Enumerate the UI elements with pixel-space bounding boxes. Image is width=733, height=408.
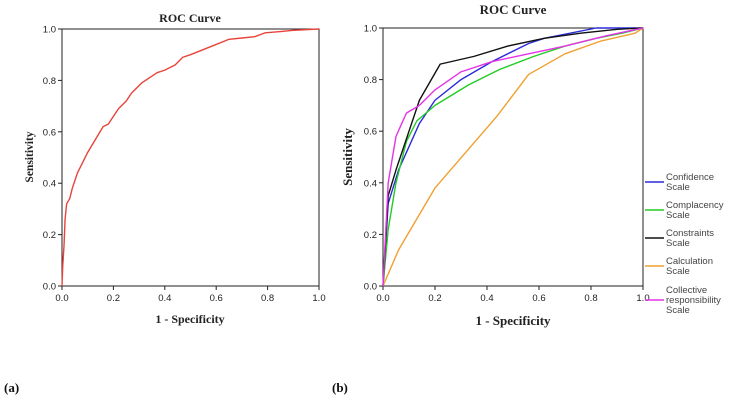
panel-a-plot-frame [61,28,320,287]
panel-a-x-tick-label: 0.4 [158,293,171,304]
panel-a: ROC Curve 0.0 0.2 0.4 0.6 0.8 1.0 0.0 0.2 0.4 0.6… [4,11,326,395]
panel-b-series-layer [382,27,644,287]
panel-b-y-tick-label: 0.0 [364,282,377,293]
panel-b-legend: ConfidenceScaleComplacencyScaleConstrain… [645,172,724,316]
panel-a-y-tick-label: 0.0 [43,282,56,293]
panel-b-title: ROC Curve [480,2,547,17]
legend-label-collective-responsibility-scale: Collective [666,285,707,296]
panel-b-x-axis-label: 1 - Specificity [475,313,551,328]
panel-a-x-axis-label: 1 - Specificity [155,312,224,326]
panel-a-y-tick-label: 0.2 [43,230,56,241]
panel-a-series-roc [61,28,320,287]
panel-b-y-tick-label: 0.4 [364,178,377,189]
panel-a-x-tick-label: 1.0 [312,293,325,304]
panel-b-series-collective-responsibility-scale [382,27,644,287]
panel-a-y-tick-label: 0.4 [43,179,56,190]
panel-a-title: ROC Curve [159,11,221,25]
panel-a-x-tick-label: 0.2 [107,293,120,304]
panel-b-y-tick-label: 1.0 [364,24,377,35]
panel-a-label: (a) [4,380,19,395]
panel-b-x-tick-label: 0.4 [480,293,493,304]
panel-b-x-tick-label: 0.8 [584,293,597,304]
panel-b-y-tick-label: 0.6 [364,127,377,138]
panel-a-series-layer [61,28,320,287]
panel-b-y-tick-label: 0.8 [364,75,377,86]
panel-a-x-tick-label: 0.8 [261,293,274,304]
legend-label-collective-responsibility-scale: responsibility [666,295,721,306]
panel-b-ticks: 0.0 0.2 0.4 0.6 0.8 1.0 0.0 0.2 0.4 0.6 0.8 1.0 [364,24,650,305]
legend-label-complacency-scale: Scale [666,210,690,221]
legend-label-collective-responsibility-scale: Scale [666,305,690,316]
panel-b-series-confidence-scale [382,27,643,287]
panel-b-x-tick-label: 0.0 [376,293,389,304]
panel-a-ticks: 0.0 0.2 0.4 0.6 0.8 1.0 0.0 0.2 0.4 0.6 0.8 1.0 [43,25,326,305]
legend-label-calculation-scale: Calculation [666,256,713,267]
panel-a-x-tick-label: 0.6 [210,293,223,304]
legend-label-constraints-scale: Constraints [666,228,714,239]
panel-b-label: (b) [332,380,348,395]
panel-a-y-axis-label: Sensitivity [24,131,36,182]
panel-b-x-tick-label: 1.0 [636,293,649,304]
panel-a-y-tick-label: 0.6 [43,127,56,138]
panel-b-series-complacency-scale [382,27,644,287]
panel-a-y-tick-label: 0.8 [43,76,56,87]
panel-b-y-tick-label: 0.2 [364,230,377,241]
panel-b-y-axis-label: Sensitivity [340,128,355,186]
panel-b-series-calculation-scale [382,27,644,287]
legend-label-confidence-scale: Confidence [666,172,714,183]
panel-b-plot-frame [382,27,644,287]
panel-b-x-tick-label: 0.2 [428,293,441,304]
legend-label-complacency-scale: Complacency [666,200,724,211]
legend-label-calculation-scale: Scale [666,266,690,277]
panel-b-x-tick-label: 0.6 [532,293,545,304]
legend-label-constraints-scale: Scale [666,238,690,249]
panel-b: ROC Curve 0.0 0.2 0.4 0.6 0.8 1.0 0.0 0.2 0.4 0.6… [332,2,724,395]
panel-a-x-tick-label: 0.0 [55,293,68,304]
panel-b-series-constraints-scale [382,27,644,287]
panel-a-y-tick-label: 1.0 [43,25,56,36]
legend-label-confidence-scale: Scale [666,182,690,193]
